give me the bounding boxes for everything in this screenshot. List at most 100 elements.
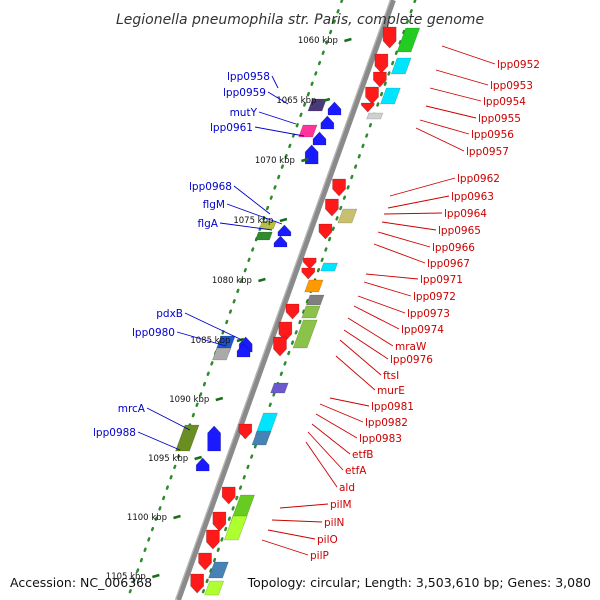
gene-label-lpp0965[interactable]: lpp0965	[381, 221, 481, 237]
gene-label-flga[interactable]: flgA	[198, 218, 273, 231]
scale-tick-label: 1090 kbp	[169, 395, 209, 405]
gene-label-text: mraW	[395, 341, 427, 353]
scale-tick-mark	[344, 37, 352, 43]
gene-leader-line	[146, 407, 191, 431]
gene-leader-line	[343, 329, 389, 360]
gene-label-lpp0958[interactable]: lpp0958	[227, 71, 279, 89]
reverse-gene-arrow	[320, 115, 335, 130]
scale-tick-label: 1100 kbp	[127, 513, 167, 523]
gene-label-lpp0952[interactable]: lpp0952	[441, 45, 540, 71]
gene-label-text: lpp0957	[466, 146, 509, 158]
gene-block	[337, 208, 358, 224]
gene-label-lpp0956[interactable]: lpp0956	[419, 119, 514, 141]
gene-leader-line	[226, 203, 283, 225]
gene-label-lpp0959[interactable]: lpp0959	[223, 87, 289, 105]
gene-label-lpp0988[interactable]: lpp0988	[93, 427, 181, 451]
gene-label-text: lpp0976	[390, 354, 433, 366]
gene-label-lpp0981[interactable]: lpp0981	[329, 397, 414, 413]
gene-label-text: lpp0973	[407, 308, 450, 320]
forward-gene-arrow	[206, 529, 220, 550]
scale-tick-label: 1085 kbp	[190, 336, 230, 346]
gene-label-text: lpp0966	[432, 242, 475, 254]
gene-label-pilm[interactable]: pilM	[279, 499, 352, 511]
forward-gene-arrow	[373, 71, 387, 88]
forward-gene-arrow	[285, 303, 300, 320]
gene-leader-line	[429, 87, 482, 102]
gene-block	[292, 319, 318, 349]
gene-leader-line	[419, 119, 470, 135]
gene-label-text: lpp0963	[451, 191, 494, 203]
gene-label-lpp0980[interactable]: lpp0980	[132, 327, 227, 347]
forward-gene-arrow	[374, 53, 389, 74]
gene-label-pilo[interactable]: pilO	[267, 529, 338, 546]
reverse-gene-arrow	[236, 343, 251, 358]
scale-tick-mark	[301, 157, 309, 163]
gene-label-lpp0953[interactable]: lpp0953	[435, 69, 533, 92]
gene-label-lpp0955[interactable]: lpp0955	[425, 105, 521, 125]
gene-label-pdxb[interactable]: pdxB	[156, 308, 243, 341]
gene-label-etfb[interactable]: etfB	[311, 423, 373, 461]
gene-label-pilp[interactable]: pilP	[261, 539, 329, 562]
gene-label-lpp0962[interactable]: lpp0962	[389, 173, 500, 197]
gene-label-lpp0961[interactable]: lpp0961	[210, 122, 305, 137]
gene-label-lpp0974[interactable]: lpp0974	[353, 305, 444, 336]
gene-label-piln[interactable]: pilN	[271, 517, 344, 529]
gene-leader-line	[383, 212, 443, 215]
scale-ticks: 1060 kbp 1065 kbp 1070 kbp 1075 kbp 1080 kbp…	[106, 36, 352, 582]
gene-label-text: pdxB	[156, 308, 183, 320]
strand-guides	[125, 0, 417, 600]
gene-label-mure[interactable]: murE	[335, 355, 405, 397]
gene-label-lpp0967[interactable]: lpp0967	[373, 243, 470, 270]
gene-label-muty[interactable]: mutY	[230, 107, 297, 125]
gene-leader-line	[339, 339, 382, 376]
scale-tick-mark	[236, 337, 245, 343]
gene-label-text: lpp0956	[471, 129, 514, 141]
genome-backbone-highlight	[174, 0, 392, 600]
gene-label-lpp0957[interactable]: lpp0957	[415, 127, 509, 158]
gene-leader-line	[137, 431, 181, 451]
forward-gene-arrow	[318, 223, 333, 240]
scale-tick-label: 1060 kbp	[298, 36, 338, 46]
gene-block	[208, 561, 229, 579]
gene-label-lpp0972[interactable]: lpp0972	[363, 281, 456, 303]
gene-label-text: lpp0983	[359, 433, 402, 445]
gene-label-lpp0983[interactable]: lpp0983	[315, 413, 402, 445]
gene-label-etfa[interactable]: etfA	[307, 431, 367, 477]
gene-label-lpp0964[interactable]: lpp0964	[383, 208, 487, 220]
reverse-gene-arrow	[312, 131, 327, 146]
gene-label-ftsi[interactable]: ftsI	[339, 339, 399, 382]
forward-gene-arrow	[325, 198, 339, 217]
gene-label-ald[interactable]: ald	[305, 441, 355, 494]
forward-gene-arrow	[301, 267, 316, 280]
gene-label-lpp0976[interactable]: lpp0976	[343, 329, 433, 366]
forward-gene-arrow	[360, 102, 375, 113]
gene-label-lpp0954[interactable]: lpp0954	[429, 87, 526, 108]
gene-label-mraw[interactable]: mraW	[347, 317, 427, 353]
reverse-gene-arrow	[277, 224, 292, 237]
forward-gene-arrow	[302, 257, 317, 270]
gene-label-text: lpp0982	[365, 417, 408, 429]
gene-label-lpp0971[interactable]: lpp0971	[365, 273, 463, 286]
gene-leader-line	[347, 317, 394, 347]
gene-label-text: lpp0988	[93, 427, 136, 439]
forward-gene-arrow	[382, 26, 397, 49]
gene-label-text: ftsI	[383, 370, 399, 382]
gene-label-flgm[interactable]: flgM	[203, 199, 283, 225]
gene-label-lpp0966[interactable]: lpp0966	[377, 231, 475, 254]
gene-label-lpp0982[interactable]: lpp0982	[319, 403, 408, 429]
forward-strand-labels: lpp0952 lpp0953 lpp0954 lpp0955 lpp0956 lpp09…	[261, 45, 540, 562]
gene-label-text: lpp0958	[227, 71, 270, 83]
forward-gene-arrow	[273, 336, 287, 357]
gene-label-lpp0963[interactable]: lpp0963	[387, 191, 494, 209]
gene-label-mrca[interactable]: mrcA	[118, 403, 191, 431]
gene-label-text: lpp0954	[483, 96, 526, 108]
scale-tick-label: 1070 kbp	[255, 156, 295, 166]
gene-label-text: lpp0962	[457, 173, 500, 185]
gene-leader-line	[307, 431, 344, 471]
reverse-gene-arrow	[207, 425, 221, 452]
forward-gene-arrow	[278, 321, 293, 342]
gene-leader-line	[271, 75, 279, 89]
gene-label-lpp0968[interactable]: lpp0968	[189, 181, 271, 215]
gene-label-lpp0973[interactable]: lpp0973	[357, 295, 450, 320]
